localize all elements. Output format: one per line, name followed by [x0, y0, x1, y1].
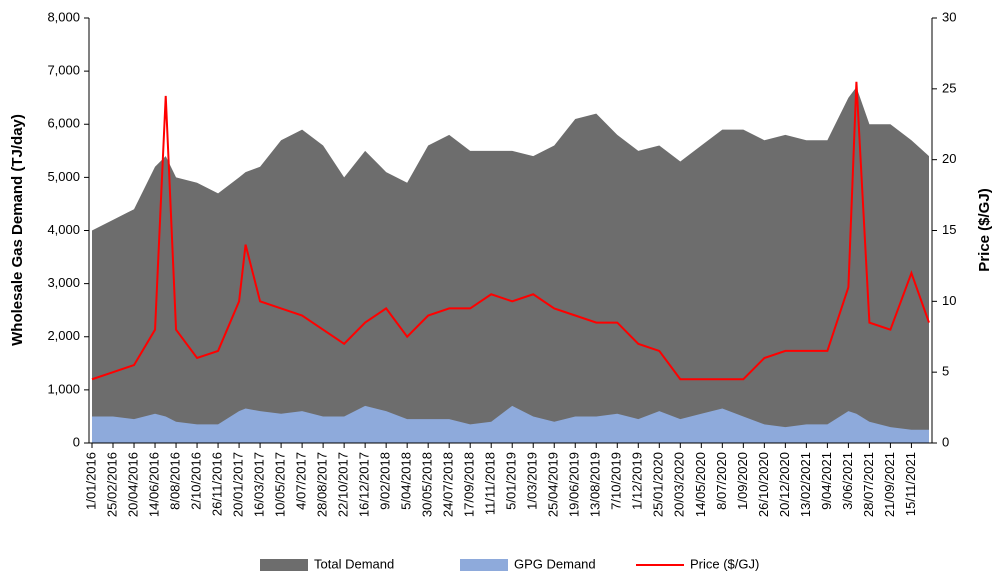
- x-tick-label: 19/06/2019: [567, 452, 582, 517]
- x-tick-label: 20/01/2017: [231, 452, 246, 517]
- x-tick-label: 1/09/2020: [735, 452, 750, 510]
- x-tick-label: 13/08/2019: [588, 452, 603, 517]
- x-tick-label: 7/10/2019: [609, 452, 624, 510]
- x-tick-label: 9/04/2021: [819, 452, 834, 510]
- x-tick-label: 24/07/2018: [441, 452, 456, 517]
- x-tick-label: 2/10/2016: [188, 452, 203, 510]
- x-tick-label: 22/10/2017: [336, 452, 351, 517]
- legend-label: Price ($/GJ): [690, 556, 759, 571]
- x-tick-label: 21/09/2021: [882, 452, 897, 517]
- x-tick-label: 20/12/2020: [777, 452, 792, 517]
- y-tick-label: 5,000: [47, 169, 80, 184]
- legend-swatch: [260, 559, 308, 571]
- x-tick-label: 15/11/2021: [903, 452, 918, 516]
- y-tick-label: 2,000: [47, 328, 80, 343]
- x-tick-label: 26/11/2016: [210, 452, 225, 516]
- x-tick-label: 25/04/2019: [546, 452, 561, 517]
- x-tick-label: 5/04/2018: [399, 452, 414, 510]
- x-tick-label: 5/01/2019: [504, 452, 519, 510]
- y-axis-title: Wholesale Gas Demand (TJ/day): [9, 114, 26, 346]
- x-tick-label: 11/11/2018: [483, 452, 498, 515]
- x-tick-label: 3/06/2021: [840, 452, 855, 510]
- y2-tick-label: 10: [942, 293, 956, 308]
- area: [92, 87, 929, 443]
- x-tick-label: 1/03/2019: [525, 452, 540, 510]
- x-tick-label: 16/12/2017: [357, 452, 372, 517]
- y-tick-label: 7,000: [47, 63, 80, 78]
- y-tick-label: 1,000: [47, 381, 80, 396]
- x-tick-label: 30/05/2018: [420, 452, 435, 517]
- y2-tick-label: 15: [942, 222, 956, 237]
- x-tick-label: 9/02/2018: [378, 452, 393, 510]
- y-tick-label: 8,000: [47, 9, 80, 24]
- x-tick-label: 10/05/2017: [273, 452, 288, 517]
- x-tick-label: 1/12/2019: [630, 452, 645, 510]
- y2-axis-title: Price ($/GJ): [976, 188, 993, 271]
- legend-label: GPG Demand: [514, 556, 596, 571]
- legend-swatch: [460, 559, 508, 571]
- x-tick-label: 4/07/2017: [294, 452, 309, 510]
- x-tick-label: 20/03/2020: [672, 452, 687, 517]
- x-tick-label: 14/06/2016: [146, 452, 161, 517]
- x-tick-label: 25/02/2016: [104, 452, 119, 517]
- x-tick-label: 17/09/2018: [462, 452, 477, 517]
- y2-tick-label: 5: [942, 364, 949, 379]
- x-tick-label: 16/03/2017: [252, 452, 267, 517]
- legend-label: Total Demand: [314, 556, 394, 571]
- x-tick-label: 26/10/2020: [756, 452, 771, 517]
- y2-tick-label: 25: [942, 80, 956, 95]
- area: [92, 405, 929, 443]
- y-tick-label: 0: [73, 434, 80, 449]
- x-tick-label: 8/08/2016: [167, 452, 182, 510]
- x-tick-label: 8/07/2020: [714, 452, 729, 510]
- y2-tick-label: 20: [942, 151, 956, 166]
- line: [91, 81, 930, 381]
- y-tick-label: 6,000: [47, 116, 80, 131]
- x-tick-label: 20/04/2016: [125, 452, 140, 517]
- x-tick-label: 14/05/2020: [693, 452, 708, 517]
- x-tick-label: 28/07/2021: [861, 452, 876, 517]
- y2-tick-label: 30: [942, 9, 956, 24]
- y2-tick-label: 0: [942, 434, 949, 449]
- x-tick-label: 25/01/2020: [651, 452, 666, 517]
- x-tick-label: 13/02/2021: [798, 452, 813, 517]
- x-tick-label: 28/08/2017: [315, 452, 330, 517]
- x-tick-label: 1/01/2016: [83, 452, 98, 510]
- y-tick-label: 4,000: [47, 222, 80, 237]
- y-tick-label: 3,000: [47, 275, 80, 290]
